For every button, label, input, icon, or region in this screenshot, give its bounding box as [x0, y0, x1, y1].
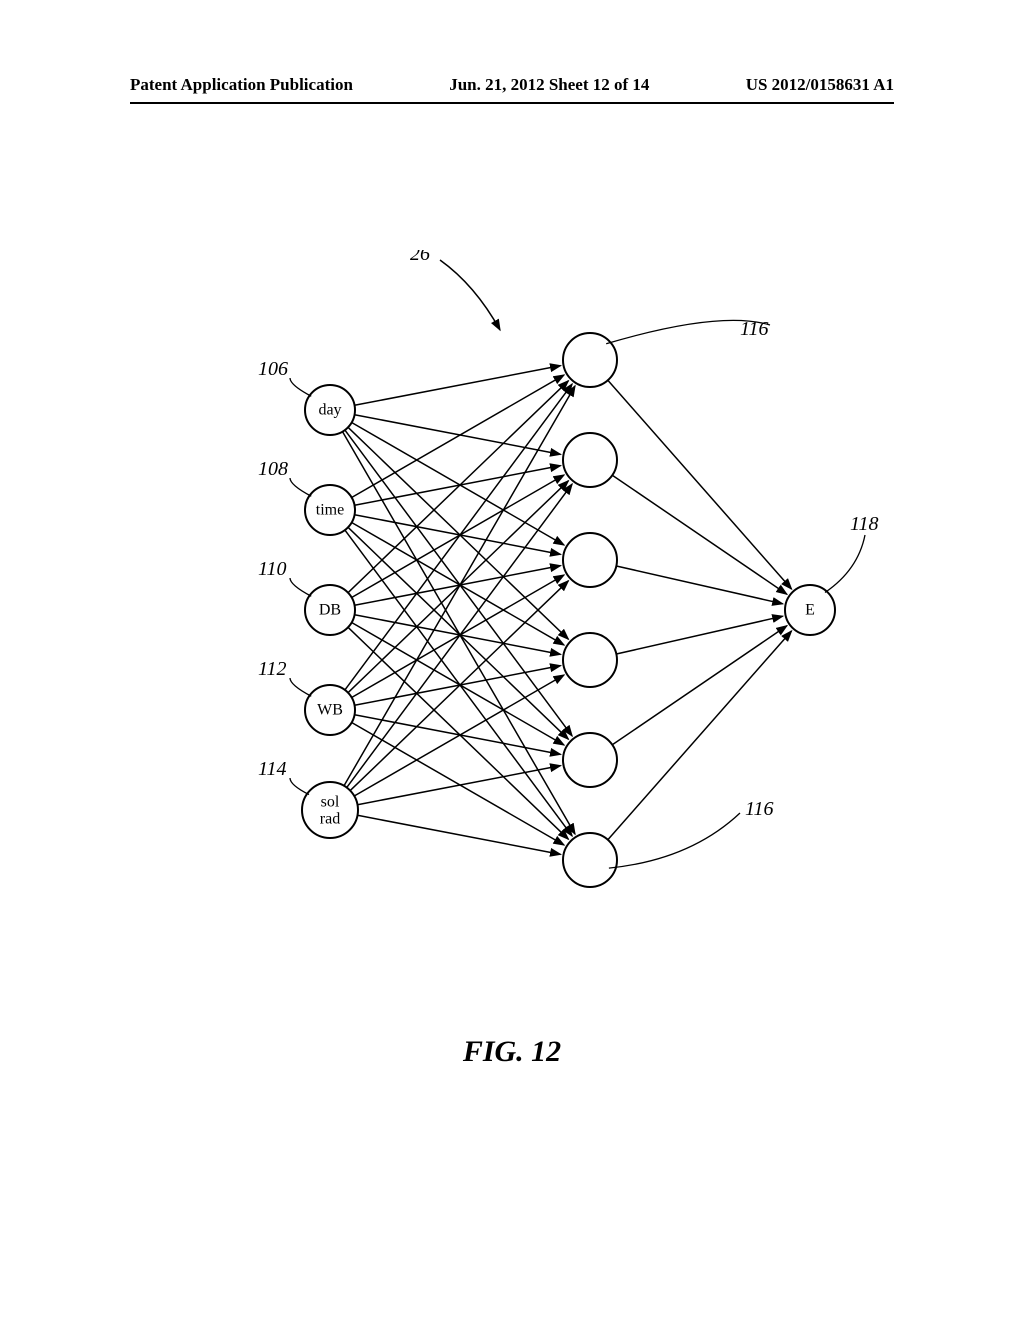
- ref-26-leader: [440, 260, 500, 330]
- page-header: Patent Application Publication Jun. 21, …: [0, 75, 1024, 95]
- ref-112: 112: [258, 658, 287, 680]
- header-rule: [130, 102, 894, 104]
- ref-114-leader: [290, 778, 309, 795]
- edges-layer: [343, 366, 792, 855]
- edge: [352, 722, 564, 845]
- edge: [348, 627, 568, 839]
- neural-network-diagram: day time DB WB solrad E 26 106 108 110 112 114 116 1…: [130, 250, 894, 1000]
- input-node-3-label: WB: [317, 702, 343, 719]
- ref-116-bottom: 116: [745, 798, 774, 820]
- ref-110: 110: [258, 558, 287, 580]
- hidden-node-5: [563, 833, 617, 887]
- hidden-node-2: [563, 533, 617, 587]
- header-row: Patent Application Publication Jun. 21, …: [0, 75, 1024, 95]
- header-center: Jun. 21, 2012 Sheet 12 of 14: [449, 75, 649, 95]
- hidden-node-1: [563, 433, 617, 487]
- ref-106: 106: [258, 358, 288, 380]
- figure-label: FIG. 12: [0, 1035, 1024, 1069]
- edge: [352, 475, 564, 598]
- edge: [352, 575, 564, 698]
- diagram-svg: day time DB WB solrad E 26 106 108 110 112 114 116 1…: [130, 250, 894, 1000]
- edge: [352, 622, 564, 745]
- header-right: US 2012/0158631 A1: [746, 75, 894, 95]
- ref-114: 114: [258, 758, 287, 780]
- page: Patent Application Publication Jun. 21, …: [0, 0, 1024, 1320]
- ref-116-bottom-leader: [609, 813, 740, 868]
- hidden-node-3: [563, 633, 617, 687]
- ref-118: 118: [850, 513, 879, 535]
- edge: [355, 666, 561, 706]
- ref-116-top: 116: [740, 318, 769, 340]
- ref-108-leader: [290, 478, 311, 496]
- edge: [352, 375, 564, 498]
- ref-118-leader: [825, 535, 865, 593]
- edge: [357, 766, 560, 805]
- input-node-2-label: DB: [319, 602, 341, 619]
- edge: [355, 515, 561, 555]
- edge: [348, 527, 568, 739]
- edge: [616, 566, 782, 604]
- edge: [352, 522, 564, 645]
- edge: [355, 366, 561, 406]
- input-node-4-label: rad: [320, 811, 340, 828]
- ref-112-leader: [290, 678, 311, 696]
- edge: [616, 616, 782, 654]
- edge: [344, 386, 575, 786]
- output-node-label: E: [805, 602, 815, 619]
- input-node-1-label: time: [316, 502, 344, 519]
- ref-26: 26: [410, 250, 430, 265]
- edge: [352, 422, 564, 545]
- edge: [355, 415, 561, 455]
- edge: [345, 384, 572, 690]
- edge: [347, 484, 572, 787]
- edge: [345, 530, 572, 836]
- ref-108: 108: [258, 458, 288, 480]
- edge: [612, 626, 787, 745]
- input-node-4-label: sol: [321, 794, 340, 811]
- ref-106-leader: [290, 378, 311, 396]
- header-left: Patent Application Publication: [130, 75, 353, 95]
- input-node-0-label: day: [318, 402, 341, 419]
- hidden-node-4: [563, 733, 617, 787]
- hidden-node-0: [563, 333, 617, 387]
- edge: [348, 381, 568, 593]
- edge: [608, 380, 792, 589]
- ref-110-leader: [290, 578, 311, 596]
- edge: [357, 815, 560, 854]
- edge: [612, 475, 787, 594]
